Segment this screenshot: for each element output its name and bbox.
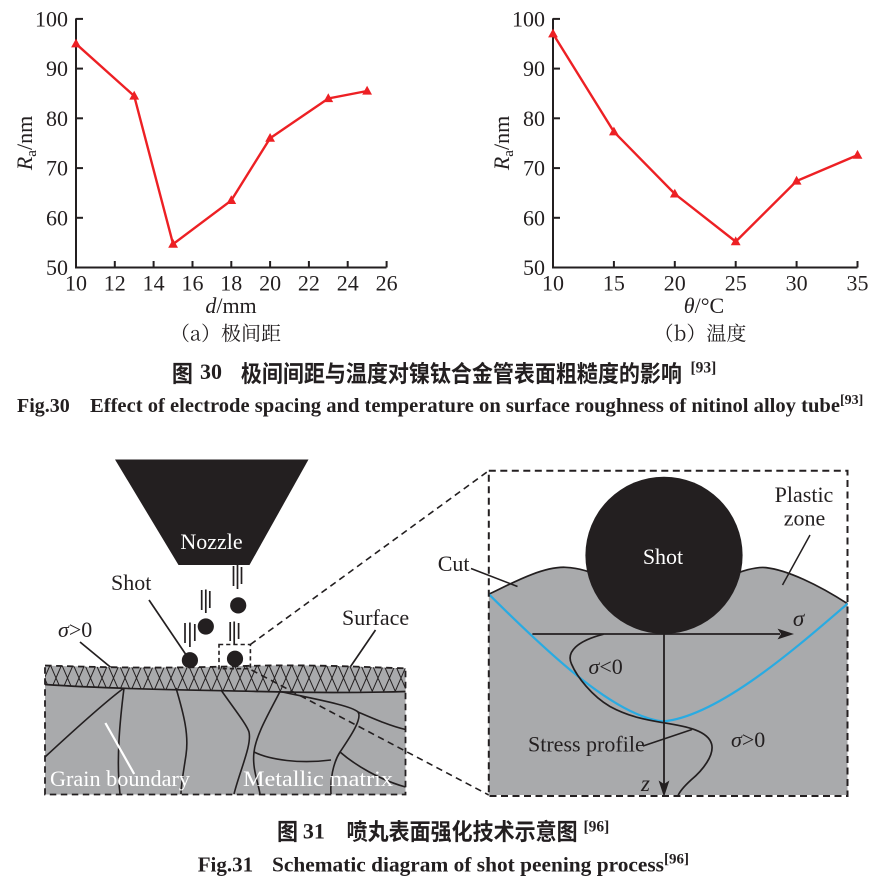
svg-text:Grain boundary: Grain boundary <box>50 766 190 791</box>
svg-text:10: 10 <box>65 271 87 296</box>
svg-text:20: 20 <box>664 271 686 296</box>
svg-text:Stress profile: Stress profile <box>528 732 645 757</box>
svg-text:[96]: [96] <box>664 852 689 868</box>
svg-text:70: 70 <box>523 156 545 181</box>
svg-text:80: 80 <box>523 106 545 131</box>
svg-text:σ>0: σ>0 <box>731 727 765 752</box>
svg-text:Shot: Shot <box>111 570 151 595</box>
svg-text:Shot: Shot <box>643 544 683 569</box>
svg-text:[93]: [93] <box>691 360 717 377</box>
svg-text:16: 16 <box>182 271 204 296</box>
svg-text:70: 70 <box>46 156 68 181</box>
svg-text:50: 50 <box>46 255 68 280</box>
svg-text:30: 30 <box>200 359 222 384</box>
svg-text:50: 50 <box>523 255 545 280</box>
svg-text:24: 24 <box>337 271 359 296</box>
svg-text:80: 80 <box>46 106 68 131</box>
svg-text:Fig.30: Fig.30 <box>17 395 70 417</box>
svg-text:18: 18 <box>220 271 242 296</box>
svg-text:Ra/nm: Ra/nm <box>12 116 40 171</box>
svg-text:Surface: Surface <box>342 605 409 630</box>
svg-text:60: 60 <box>523 205 545 230</box>
svg-text:Nozzle: Nozzle <box>180 529 242 554</box>
svg-text:Plastic: Plastic <box>775 482 834 507</box>
svg-text:θ/°C: θ/°C <box>684 293 724 318</box>
svg-text:20: 20 <box>259 271 281 296</box>
svg-text:15: 15 <box>603 271 625 296</box>
svg-text:31: 31 <box>303 819 325 844</box>
svg-text:90: 90 <box>523 56 545 81</box>
svg-text:σ<0: σ<0 <box>589 654 623 679</box>
svg-text:26: 26 <box>376 271 398 296</box>
svg-text:Metallic matrix: Metallic matrix <box>243 766 393 791</box>
svg-text:d/mm: d/mm <box>205 293 256 318</box>
svg-text:Schematic diagram of shot peen: Schematic diagram of shot peening proces… <box>272 853 664 877</box>
svg-text:σ: σ <box>793 606 806 631</box>
svg-text:100: 100 <box>512 6 545 31</box>
svg-text:[96]: [96] <box>584 819 610 836</box>
svg-text:[93]: [93] <box>840 393 863 408</box>
svg-text:10: 10 <box>542 271 564 296</box>
svg-text:Cut: Cut <box>438 551 470 576</box>
svg-text:z: z <box>640 771 650 796</box>
svg-text:Ra/nm: Ra/nm <box>489 116 517 171</box>
svg-text:35: 35 <box>847 271 869 296</box>
svg-text:60: 60 <box>46 205 68 230</box>
svg-text:100: 100 <box>35 6 68 31</box>
svg-text:σ>0: σ>0 <box>58 617 92 642</box>
svg-text:22: 22 <box>298 271 320 296</box>
svg-text:25: 25 <box>725 271 747 296</box>
svg-text:30: 30 <box>786 271 808 296</box>
svg-text:12: 12 <box>104 271 126 296</box>
svg-text:Effect of electrode spacing an: Effect of electrode spacing and temperat… <box>90 395 840 417</box>
svg-text:Fig.31: Fig.31 <box>198 853 253 877</box>
svg-text:zone: zone <box>784 506 826 531</box>
svg-text:90: 90 <box>46 56 68 81</box>
svg-text:14: 14 <box>143 271 165 296</box>
